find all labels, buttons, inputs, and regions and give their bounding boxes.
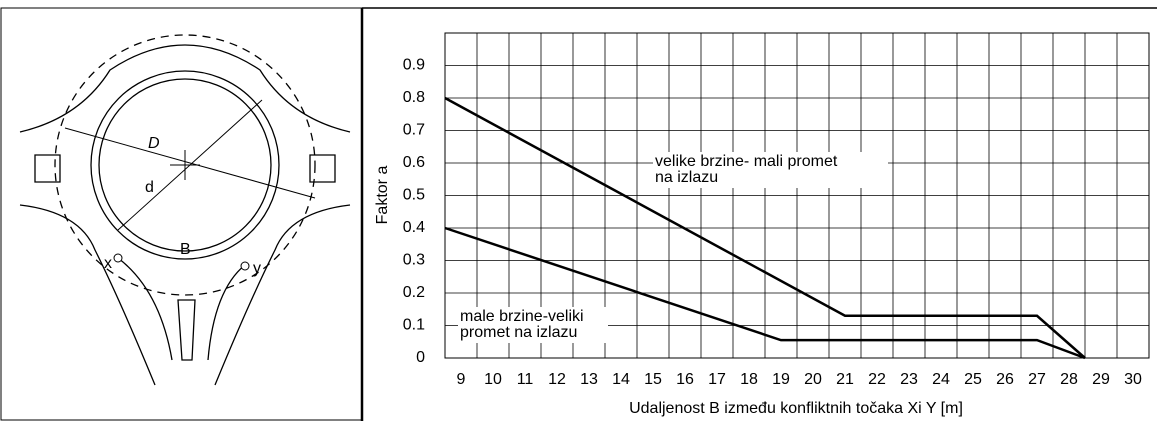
- x-tick-label: 9: [457, 371, 466, 388]
- label-y: y: [253, 260, 261, 277]
- x-tick-label: 28: [1060, 371, 1078, 388]
- annotation: na izlazu: [655, 169, 718, 186]
- x-tick-label: 22: [868, 371, 886, 388]
- x-tick-label: 15: [644, 371, 662, 388]
- splitter-bottom: [177, 299, 196, 361]
- label-d: d: [145, 179, 154, 196]
- roundabout-diagram: D d B x y: [0, 7, 1157, 421]
- x-tick-label: 12: [548, 371, 566, 388]
- exit-path: [117, 257, 173, 361]
- line-series: [444, 96, 1086, 359]
- y-tick-label: 0.6: [403, 154, 425, 171]
- annotation: velike brzine- mali promet: [655, 153, 838, 170]
- x-tick-label: 17: [708, 371, 726, 388]
- annotation-bg: [653, 152, 888, 188]
- x-tick-label: 26: [996, 371, 1014, 388]
- y-tick-label: 0.4: [403, 219, 425, 236]
- x-tick-label: 11: [517, 371, 534, 388]
- label-D: D: [148, 135, 160, 152]
- x-tick-label: 21: [836, 371, 854, 388]
- annotation: promet na izlazu: [460, 324, 577, 341]
- annotation: male brzine-veliki: [460, 308, 584, 325]
- island: [98, 78, 272, 252]
- splitter-right: [309, 154, 336, 183]
- inner-ring: [90, 70, 280, 260]
- splitter-left: [34, 154, 61, 183]
- x-tick-label: 20: [804, 371, 822, 388]
- x-axis-label: Udaljenost B između konfliktnih točaka X…: [629, 400, 963, 417]
- y-tick-label: 0.1: [403, 317, 425, 334]
- x-tick-label: 19: [772, 371, 790, 388]
- x-tick-label: 27: [1028, 371, 1046, 388]
- x-tick-label: 13: [580, 371, 598, 388]
- y-tick-label: 0.9: [403, 57, 425, 74]
- x-tick-label: 14: [612, 371, 630, 388]
- x-tick-label: 25: [964, 371, 982, 388]
- outer-edge-left: [19, 204, 156, 386]
- y-tick-label: 0.8: [403, 89, 425, 106]
- x-tick-label: 24: [932, 371, 950, 388]
- y-tick-label: 0: [416, 349, 425, 366]
- x-tick-label: 10: [484, 371, 502, 388]
- y-axis-label: Faktor a: [374, 166, 391, 225]
- label-B: B: [180, 241, 191, 258]
- point-x: [113, 253, 123, 263]
- x-tick-label: 23: [900, 371, 918, 388]
- dim-D: [64, 127, 316, 199]
- y-tick-label: 0.5: [403, 187, 425, 204]
- x-tick-label: 29: [1092, 371, 1110, 388]
- outer-dashed: [54, 34, 316, 296]
- line-series: [444, 226, 1086, 360]
- annotation-bg: [458, 307, 608, 343]
- point-y: [240, 261, 250, 271]
- y-tick-label: 0.2: [403, 284, 425, 301]
- x-tick-label: 16: [676, 371, 694, 388]
- outer-edge-top: [19, 44, 351, 133]
- entry-path: [207, 264, 246, 361]
- x-tick-label: 18: [740, 371, 758, 388]
- x-tick-label: 30: [1124, 371, 1142, 388]
- outer-edge-right: [214, 204, 351, 386]
- label-x: x: [104, 255, 112, 272]
- y-tick-label: 0.7: [403, 122, 425, 139]
- y-tick-label: 0.3: [403, 252, 425, 269]
